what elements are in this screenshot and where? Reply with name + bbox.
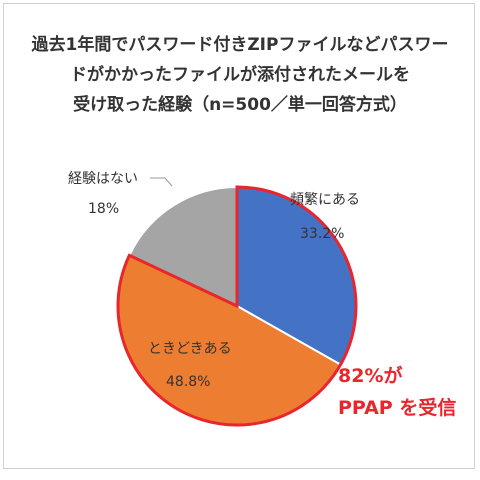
chart-title: 過去1年間でパスワード付きZIPファイルなどパスワー ドがかかったファイルが添付…	[0, 30, 480, 120]
slice-label-frequent: 頻繁にある	[290, 192, 360, 208]
slice-label-sometimes: ときどきある	[148, 341, 232, 357]
title-line-1: 過去1年間でパスワード付きZIPファイルなどパスワー	[31, 35, 449, 55]
title-line-2: ドがかかったファイルが添付されたメールを	[70, 65, 410, 85]
callout-line-1: 82%が	[338, 364, 402, 387]
slice-value-never: 18%	[88, 201, 119, 217]
leader-line	[150, 177, 173, 187]
callout-line-2: PPAP を受信	[338, 396, 456, 419]
slice-value-sometimes: 48.8%	[166, 374, 210, 390]
slice-value-frequent: 33.2%	[300, 226, 344, 242]
slice-label-never: 経験はない	[68, 171, 138, 187]
title-line-3: 受け取った経験（n=500／単一回答方式）	[73, 95, 407, 115]
highlight-outline	[116, 185, 358, 427]
pie-slice-2	[127, 185, 238, 308]
chart-frame	[3, 3, 475, 469]
